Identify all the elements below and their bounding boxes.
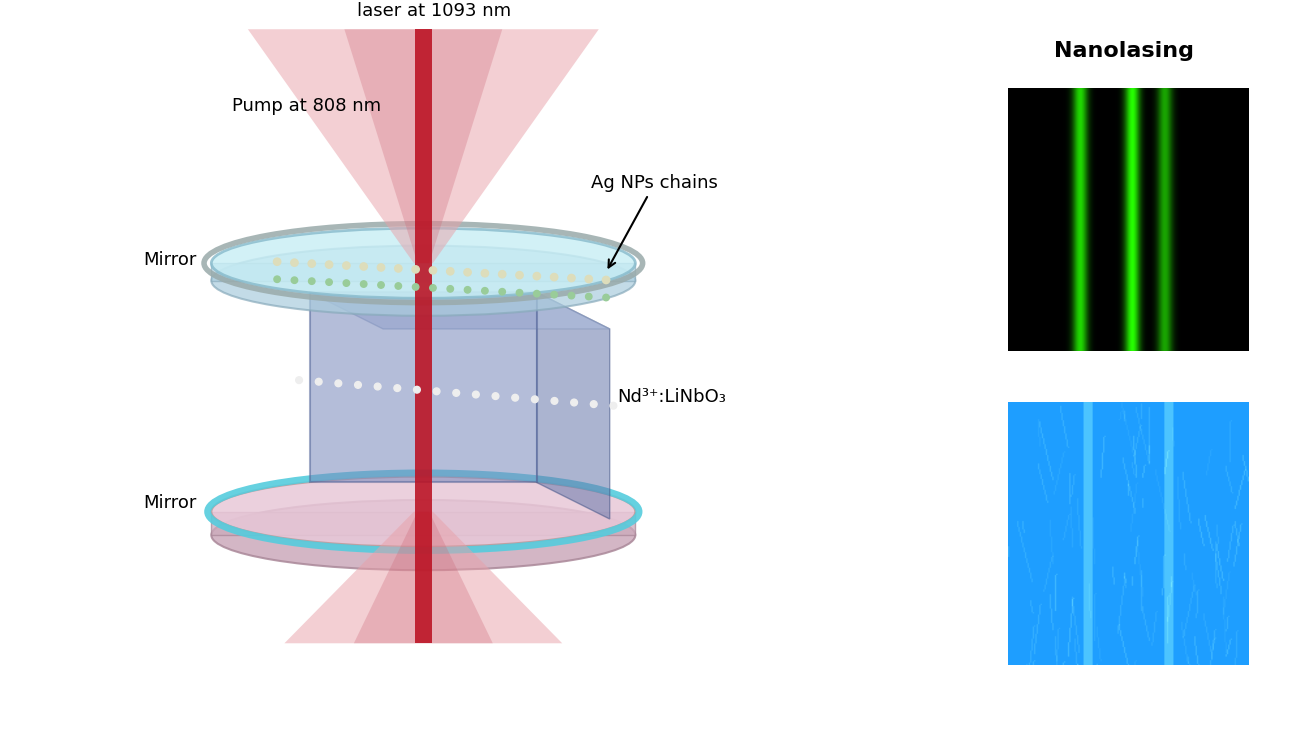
Ellipse shape [212, 500, 636, 570]
Polygon shape [537, 292, 610, 519]
Circle shape [533, 273, 541, 280]
Circle shape [394, 385, 400, 392]
Circle shape [482, 287, 488, 294]
Circle shape [343, 262, 350, 269]
Circle shape [308, 260, 316, 268]
Circle shape [516, 289, 523, 296]
Polygon shape [354, 512, 493, 643]
Circle shape [429, 267, 437, 274]
Circle shape [447, 286, 454, 292]
Circle shape [325, 261, 333, 268]
Circle shape [355, 382, 361, 388]
Circle shape [430, 284, 437, 291]
Circle shape [452, 390, 460, 396]
Polygon shape [309, 292, 610, 329]
Circle shape [464, 287, 471, 293]
Ellipse shape [212, 477, 636, 547]
Circle shape [412, 266, 420, 273]
Circle shape [273, 258, 281, 265]
Circle shape [274, 276, 281, 282]
Polygon shape [344, 29, 502, 263]
Circle shape [433, 388, 439, 395]
Circle shape [590, 401, 597, 407]
Text: Mirror: Mirror [143, 494, 196, 512]
Circle shape [464, 268, 471, 276]
Circle shape [532, 396, 538, 403]
Circle shape [447, 268, 454, 275]
Circle shape [395, 265, 402, 272]
Circle shape [378, 281, 385, 288]
Circle shape [498, 270, 506, 278]
Circle shape [374, 383, 381, 390]
Circle shape [603, 295, 610, 300]
Circle shape [335, 380, 342, 387]
Circle shape [481, 270, 489, 277]
Circle shape [413, 387, 420, 393]
Polygon shape [285, 512, 562, 643]
Circle shape [568, 292, 575, 299]
Circle shape [585, 293, 592, 300]
Circle shape [295, 376, 303, 384]
Circle shape [291, 259, 298, 266]
Text: Ag NPs chains: Ag NPs chains [592, 174, 719, 268]
Text: Pump at 808 nm: Pump at 808 nm [231, 97, 381, 115]
Circle shape [308, 278, 315, 284]
Circle shape [412, 284, 419, 290]
Circle shape [499, 289, 506, 295]
Circle shape [550, 273, 558, 281]
Circle shape [316, 379, 322, 385]
Circle shape [533, 290, 540, 297]
Ellipse shape [212, 228, 636, 298]
Circle shape [493, 393, 499, 399]
Text: laser at 1093 nm: laser at 1093 nm [358, 2, 511, 20]
Circle shape [360, 281, 367, 287]
Circle shape [395, 283, 402, 289]
FancyBboxPatch shape [415, 29, 432, 643]
Circle shape [512, 394, 519, 401]
Circle shape [472, 391, 480, 398]
Circle shape [571, 399, 577, 406]
Polygon shape [248, 29, 599, 263]
Circle shape [551, 292, 558, 298]
Circle shape [291, 277, 298, 284]
Text: Nanolasing: Nanolasing [1054, 41, 1195, 61]
Circle shape [360, 263, 368, 270]
Ellipse shape [212, 246, 636, 316]
Text: Nd³⁺:LiNbO₃: Nd³⁺:LiNbO₃ [618, 388, 725, 406]
Text: Mirror: Mirror [143, 251, 196, 268]
Circle shape [326, 279, 333, 285]
Circle shape [343, 280, 350, 287]
Circle shape [610, 402, 616, 409]
Circle shape [585, 276, 593, 283]
Circle shape [602, 276, 610, 284]
Circle shape [551, 398, 558, 404]
Circle shape [568, 274, 575, 281]
Circle shape [377, 264, 385, 271]
Polygon shape [212, 263, 636, 281]
Circle shape [516, 271, 523, 279]
Polygon shape [309, 292, 537, 482]
Polygon shape [212, 512, 636, 535]
